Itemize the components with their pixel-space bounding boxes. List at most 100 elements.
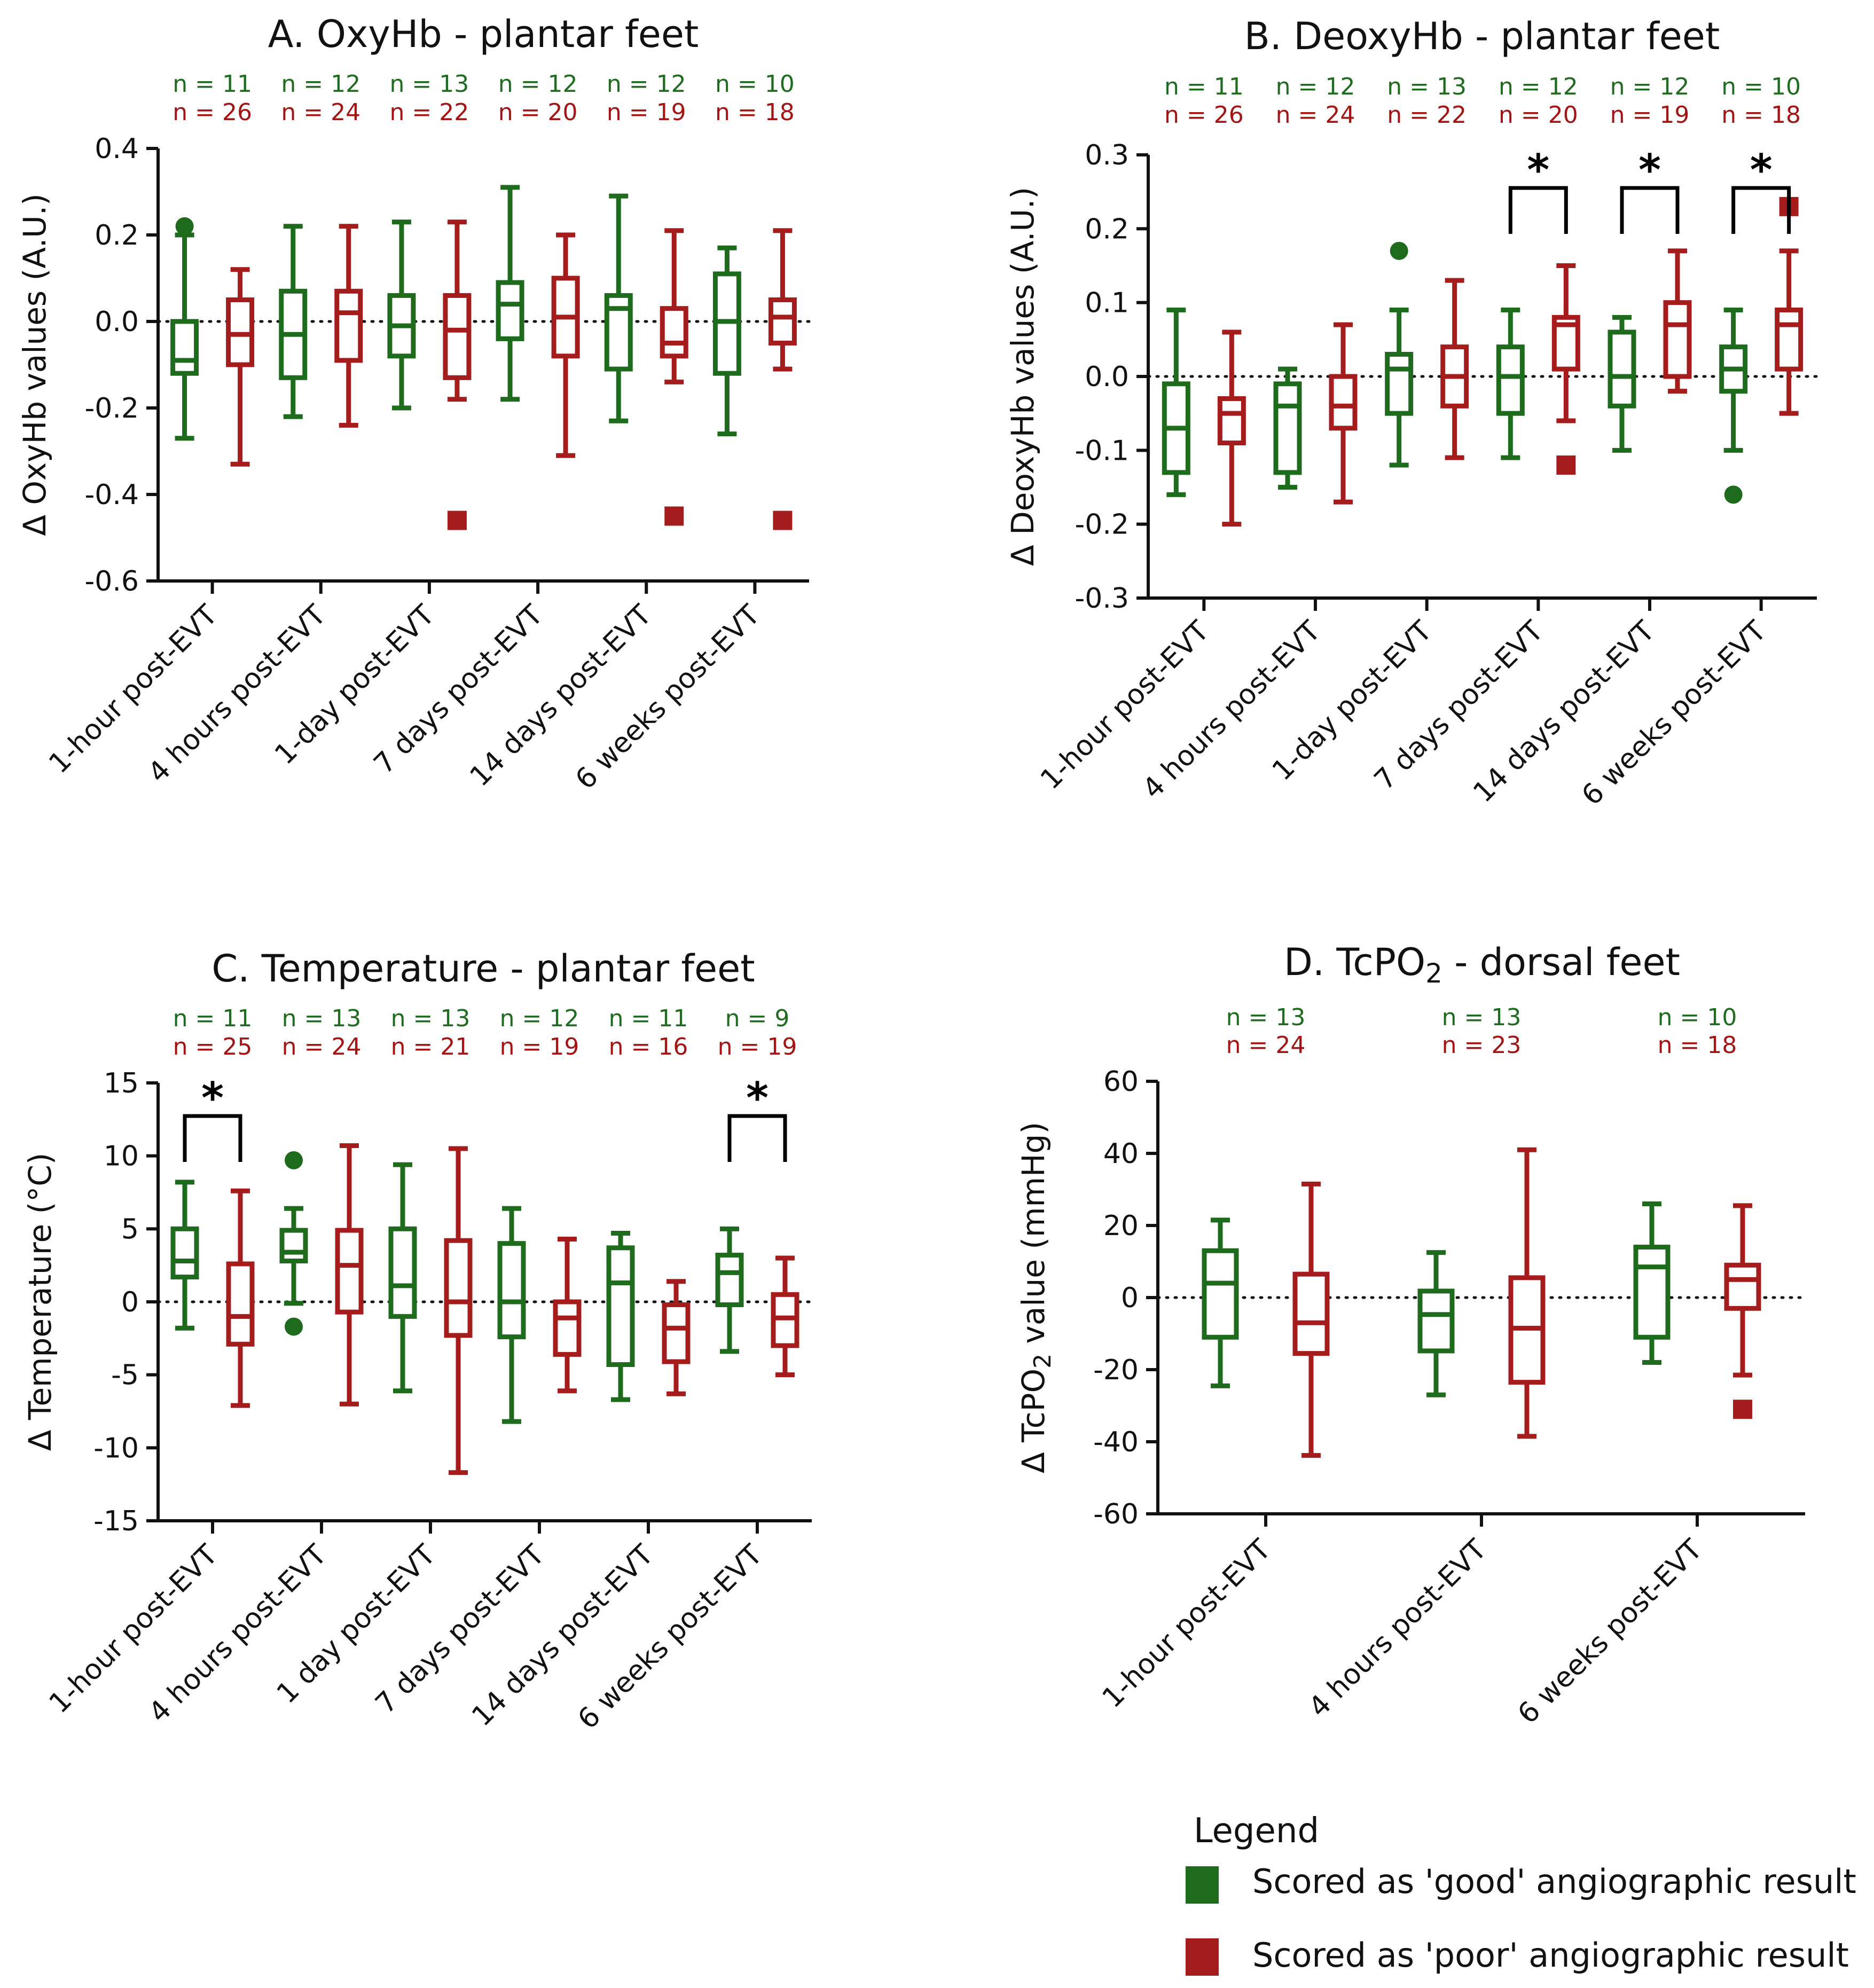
box-iqr <box>1496 344 1525 416</box>
box-good <box>1273 366 1302 490</box>
y-tick-label: 0.2 <box>1085 213 1129 245</box>
y-tick-label: 20 <box>1103 1210 1139 1242</box>
box-iqr <box>443 293 472 380</box>
legend: Legend Scored as 'good' angiographic res… <box>1186 1811 1856 1976</box>
box-good <box>1202 1217 1239 1388</box>
x-category-label: 4 hours post-EVT <box>1303 1534 1493 1724</box>
x-category-label: 14 days post-EVT <box>464 599 658 793</box>
box-poor <box>1663 248 1692 394</box>
box-good <box>1496 308 1525 460</box>
box-good <box>1385 241 1414 468</box>
box-iqr <box>1633 1245 1671 1340</box>
chart-title: C. Temperature - plantar feet <box>211 947 755 991</box>
box-good <box>715 1226 744 1354</box>
n-poor-label: n = 25 <box>173 1033 253 1060</box>
significance-star: * <box>1750 145 1773 195</box>
outlier-point <box>1724 485 1743 504</box>
y-tick-label: 10 <box>104 1141 139 1173</box>
box-poor <box>1724 1203 1761 1419</box>
n-poor-label: n = 19 <box>500 1033 579 1060</box>
box-iqr <box>1217 396 1246 445</box>
n-poor-label: n = 24 <box>1276 101 1355 129</box>
n-good-label: n = 9 <box>725 1005 790 1032</box>
bracket-line <box>1508 186 1568 234</box>
n-good-label: n = 11 <box>173 1005 253 1032</box>
box-good <box>1633 1201 1671 1365</box>
y-tick-label: 0.3 <box>1085 139 1129 171</box>
y-tick-label: 0.2 <box>95 219 139 252</box>
y-tick-label: 5 <box>121 1213 139 1245</box>
legend-title: Legend <box>1194 1811 1319 1851</box>
significance-star: * <box>201 1073 224 1123</box>
n-poor-label: n = 19 <box>718 1033 797 1060</box>
x-category-label: 14 days post-EVT <box>466 1539 660 1733</box>
bracket-line <box>727 1114 787 1162</box>
box-iqr <box>170 1226 199 1280</box>
n-good-label: n = 12 <box>281 70 360 98</box>
bracket-line <box>1620 186 1680 234</box>
n-poor-label: n = 24 <box>1226 1032 1306 1059</box>
y-axis-label: Δ Temperature (°C) <box>22 1153 58 1451</box>
box-iqr <box>715 1253 744 1307</box>
outlier-point <box>175 217 194 235</box>
y-tick-label: 0.0 <box>95 306 139 338</box>
box-poor <box>334 224 363 428</box>
n-good-label: n = 10 <box>1658 1004 1737 1031</box>
legend-swatch-good <box>1186 1866 1219 1904</box>
box-good <box>712 245 741 437</box>
n-poor-label: n = 19 <box>1610 101 1690 129</box>
box-iqr <box>768 297 797 345</box>
outlier-point <box>285 1151 303 1169</box>
significance-bracket: * <box>1731 145 1791 234</box>
n-poor-label: n = 18 <box>1721 101 1801 129</box>
outlier-point <box>1556 455 1576 475</box>
n-poor-label: n = 24 <box>282 1033 362 1060</box>
y-tick-label: -0.1 <box>1075 435 1129 467</box>
box-iqr <box>335 1228 364 1315</box>
x-category-label: 1-hour post-EVT <box>1096 1534 1277 1715</box>
box-good <box>170 217 199 441</box>
box-good <box>497 1206 526 1424</box>
y-tick-label: 0.0 <box>1085 361 1129 393</box>
y-tick-label: -15 <box>93 1505 139 1537</box>
n-good-label: n = 10 <box>1721 73 1801 100</box>
legend-swatch-poor <box>1186 1938 1219 1976</box>
box-iqr <box>444 1238 473 1338</box>
box-good <box>496 185 524 402</box>
n-good-label: n = 13 <box>390 70 469 98</box>
y-tick-label: -0.2 <box>85 392 139 425</box>
n-poor-label: n = 24 <box>281 99 360 126</box>
y-tick-label: -0.6 <box>85 565 139 598</box>
box-good <box>604 193 633 423</box>
box-poor <box>553 1236 582 1394</box>
chart-title: B. DeoxyHb - plantar feet <box>1244 14 1720 58</box>
n-good-label: n = 12 <box>607 70 686 98</box>
box-iqr <box>1385 352 1414 416</box>
y-tick-label: -40 <box>1093 1426 1139 1458</box>
x-category-label: 14 days post-EVT <box>1467 615 1661 809</box>
box-iqr <box>496 280 524 341</box>
significance-bracket: * <box>183 1073 242 1162</box>
box-iqr <box>388 1226 417 1319</box>
box-poor <box>443 219 472 530</box>
y-tick-label: -0.3 <box>1075 583 1129 615</box>
n-good-label: n = 12 <box>1610 73 1690 100</box>
chart-title: D. TcPO2 - dorsal feet <box>1284 940 1680 989</box>
box-poor <box>551 232 580 458</box>
y-axis-label: Δ OxyHb values (A.U.) <box>17 193 53 536</box>
legend-label-poor: Scored as 'poor' angiographic result <box>1252 1936 1849 1975</box>
box-iqr <box>1273 381 1302 475</box>
n-poor-label: n = 16 <box>609 1033 688 1060</box>
box-good <box>170 1180 199 1331</box>
box-poor <box>1292 1181 1330 1458</box>
n-good-label: n = 13 <box>1442 1004 1522 1031</box>
significance-bracket: * <box>1620 145 1680 234</box>
panel-a: A. OxyHb - plantar feet Δ OxyHb values (A… <box>17 12 811 796</box>
box-good <box>1162 308 1190 497</box>
box-poor <box>1508 1147 1546 1439</box>
box-poor <box>444 1146 473 1475</box>
n-poor-label: n = 19 <box>607 99 686 126</box>
box-iqr <box>1202 1248 1239 1340</box>
box-iqr <box>1724 1262 1761 1311</box>
